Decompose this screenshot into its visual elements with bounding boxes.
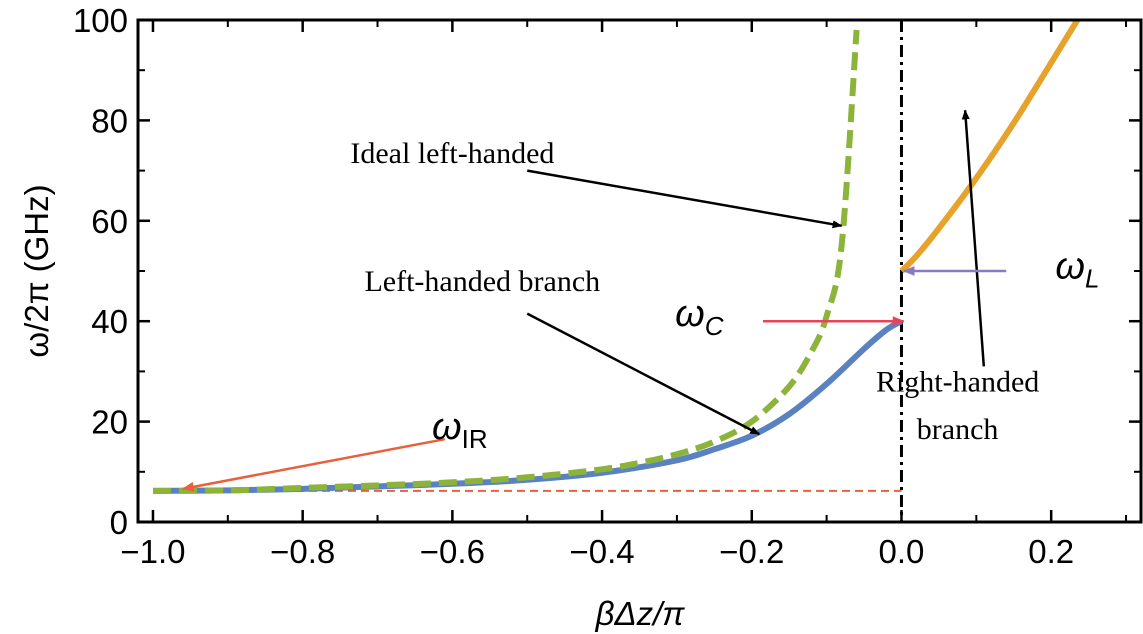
ideal-left-handed-label: Ideal left-handed — [350, 137, 554, 170]
y-axis-title: ω/2π (GHz) — [18, 184, 55, 357]
y-tick-label: 20 — [91, 404, 128, 441]
tick-labels: −1.0 −0.8 −0.6 −0.4 −0.2 0.0 0.2 0 20 40 60 80 100 — [73, 2, 1074, 570]
x-tick-label: −0.2 — [719, 533, 784, 570]
x-axis-title: βΔz/π — [595, 595, 686, 632]
omega-c-label: ωC — [675, 293, 724, 341]
y-tick-label: 0 — [110, 504, 128, 541]
left-handed-branch-label: Left-handed branch — [364, 265, 600, 298]
x-tick-label: 0.2 — [1028, 533, 1074, 570]
x-tick-label: −0.6 — [420, 533, 485, 570]
y-tick-label: 40 — [91, 303, 128, 340]
ideal-left-handed-arrow — [527, 169, 843, 229]
plot-frame — [136, 18, 1143, 524]
right-handed-label-line2: branch — [917, 413, 999, 446]
omega-l-label: ωL — [1055, 246, 1099, 294]
x-tick-label: −0.8 — [270, 533, 335, 570]
right-handed-branch-curve — [899, 18, 1080, 274]
x-tick-label: −1.0 — [120, 533, 185, 570]
ideal-left-handed-curve — [152, 29, 860, 494]
left-handed-branch-arrow — [526, 312, 761, 436]
x-tick-label: −0.4 — [569, 533, 634, 570]
right-handed-branch-arrow — [961, 109, 986, 367]
omega-ir-label: ωIR — [432, 406, 488, 454]
y-tick-label: 60 — [91, 203, 128, 240]
y-tick-label: 80 — [91, 102, 128, 139]
right-handed-label-line1: Right-handed — [876, 365, 1039, 398]
y-tick-label: 100 — [73, 2, 128, 39]
x-tick-label: 0.0 — [879, 533, 925, 570]
omega-ir-arrow — [181, 437, 446, 492]
